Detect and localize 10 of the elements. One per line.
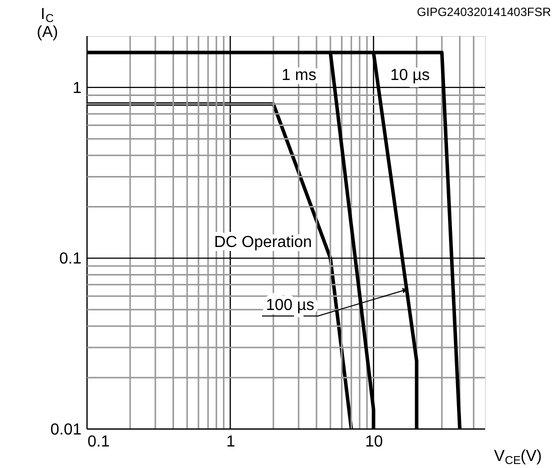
text: 100 µs — [266, 297, 314, 314]
y-tick-label: 1 — [72, 80, 82, 97]
y-tick-label: 0.1 — [59, 250, 82, 268]
x-tick-label: 0.1 — [88, 434, 110, 450]
y-tick-label: 0.01 — [50, 422, 82, 438]
series-label: 10 µs — [390, 67, 430, 84]
text: GIPG240320141403FSR — [416, 5, 552, 19]
x-tick-label: 10 — [365, 434, 384, 450]
x-tick-label: 1 — [226, 434, 236, 450]
series-label: 1 ms — [282, 67, 316, 84]
